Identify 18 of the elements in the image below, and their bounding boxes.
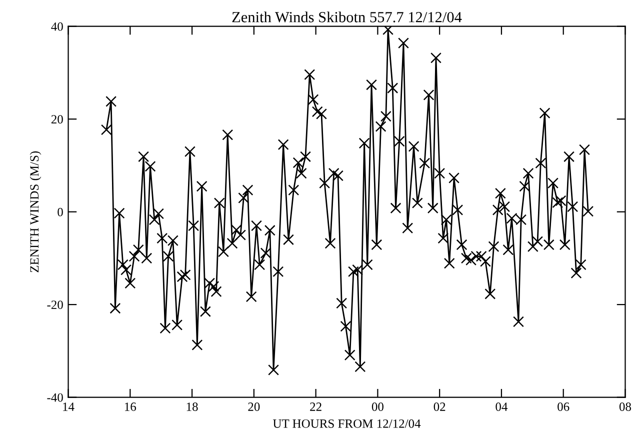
y-tick-label: 40 — [51, 22, 63, 31]
x-tick-label: 22 — [310, 402, 322, 411]
x-tick-label: 08 — [619, 402, 632, 411]
y-tick-label: -20 — [47, 300, 63, 310]
y-tick-label: 0 — [58, 208, 63, 216]
y-axis-title: ZENITH WINDS (M/S) — [30, 151, 42, 272]
y-tick-label: 20 — [51, 115, 63, 124]
x-tick-label: 00 — [372, 402, 384, 411]
x-tick-label: 02 — [434, 402, 446, 411]
x-tick-label: 06 — [558, 402, 570, 411]
x-tick-label: 20 — [248, 402, 260, 411]
y-tick-label: -40 — [47, 393, 63, 402]
x-tick-label: 16 — [125, 402, 136, 411]
chart-title: Zenith Winds Skibotn 557.7 12/12/04 — [232, 12, 462, 22]
x-axis-title: UT HOURS FROM 12/12/04 — [272, 419, 421, 428]
x-tick-label: 18 — [186, 402, 198, 411]
x-tick-label: 04 — [496, 402, 508, 411]
x-tick-label: 14 — [63, 402, 74, 411]
